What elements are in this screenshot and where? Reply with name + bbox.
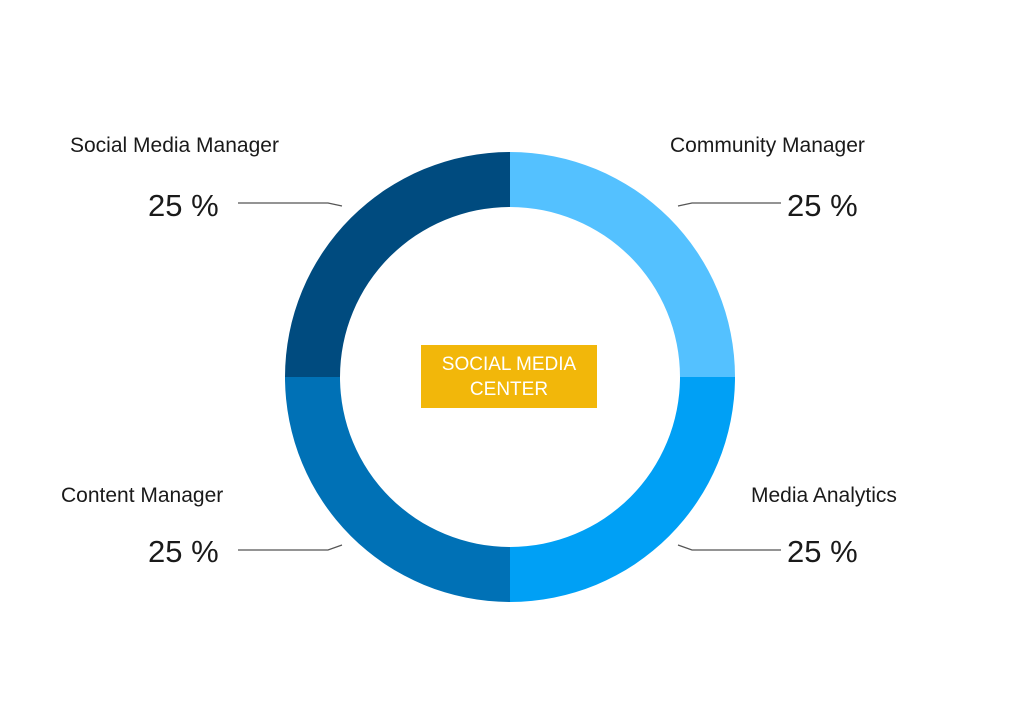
slice-name-community-manager: Community Manager [670, 134, 865, 157]
slice-social-media-manager [285, 152, 510, 377]
slice-content-manager [285, 377, 510, 602]
center-badge: SOCIAL MEDIA CENTER [421, 345, 597, 408]
slice-name-media-analytics: Media Analytics [751, 484, 897, 507]
center-label: SOCIAL MEDIA CENTER [441, 353, 577, 400]
slice-value-community-manager: 25 % [787, 188, 858, 223]
slice-value-media-analytics: 25 % [787, 534, 858, 569]
slice-media-analytics [510, 377, 735, 602]
slice-name-content-manager: Content Manager [61, 484, 223, 507]
slice-name-social-media-manager: Social Media Manager [70, 134, 279, 157]
slice-value-content-manager: 25 % [148, 534, 219, 569]
slice-labels: Community Manager 25 % Media Analytics 25 %… [61, 134, 897, 569]
donut-slices [285, 152, 735, 602]
leader-lines [238, 202, 781, 551]
slice-community-manager [510, 152, 735, 377]
slice-value-social-media-manager: 25 % [148, 188, 219, 223]
leader-line-media-analytics [677, 544, 781, 551]
leader-line-community-manager [677, 202, 781, 207]
leader-line-social-media-manager [238, 202, 343, 207]
leader-line-content-manager [238, 544, 343, 551]
